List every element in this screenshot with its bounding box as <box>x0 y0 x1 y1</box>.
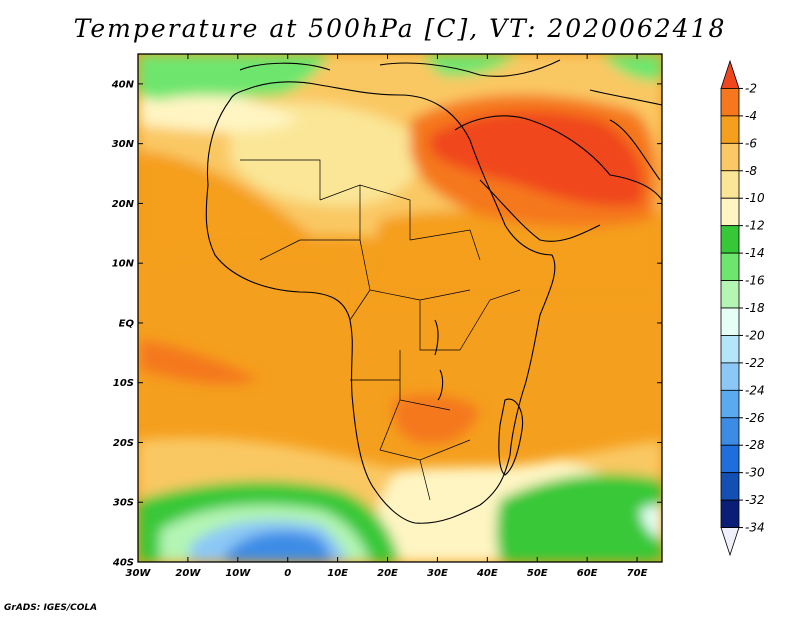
colorbar-label: -18 <box>745 301 765 315</box>
colorbar-segment <box>720 307 740 336</box>
colorbar-label: -10 <box>745 191 765 205</box>
colorbar-label: -28 <box>745 438 765 452</box>
hottest-area-middle-east <box>430 111 644 207</box>
great-lakes-outline <box>434 319 444 401</box>
colorbar-segment <box>720 280 740 309</box>
colorbar-label: -20 <box>745 328 765 342</box>
lat-tick-label: EQ <box>119 318 135 329</box>
map-frame <box>137 53 663 563</box>
colorbar-label: -24 <box>745 383 765 397</box>
colorbar-segment <box>720 115 740 144</box>
colorbar-segment <box>720 499 740 528</box>
hot-area-zambia <box>393 394 480 444</box>
pale-area-northwest <box>140 87 300 132</box>
madagascar-coastline <box>498 398 524 476</box>
lon-tick-label: 70E <box>627 568 648 579</box>
colorbar-segment <box>720 444 740 474</box>
lat-tick-label: 20N <box>112 199 135 210</box>
lon-tick-label: 30W <box>126 568 152 579</box>
lon-tick-label: 10E <box>327 568 348 579</box>
lon-tick-label: 20W <box>175 568 201 579</box>
colorbar-segment <box>720 88 740 117</box>
chart-title: Temperature at 500hPa [C], VT: 202006241… <box>73 14 727 43</box>
lat-tick-label: 10S <box>113 378 134 389</box>
pale-area-sahara <box>230 101 422 206</box>
lon-tick-label: 0 <box>284 568 291 579</box>
colorbar-label: -30 <box>745 466 765 480</box>
colorbar-label: -14 <box>745 246 765 260</box>
colorbar-bottom-triangle <box>720 527 740 557</box>
lat-tick-label: 30N <box>112 139 135 150</box>
colorbar-label: -2 <box>745 81 757 95</box>
credit-text: GrADS: IGES/COLA <box>4 603 98 613</box>
colorbar-segment <box>720 389 740 419</box>
colorbar-label: -26 <box>745 411 765 425</box>
asia-coastline <box>589 89 662 181</box>
colorbar-segment <box>720 225 740 254</box>
cold-band-north <box>420 54 520 77</box>
cold-core-minus28 <box>225 531 332 562</box>
country-borders-lines <box>240 159 521 501</box>
lat-tick-label: 20S <box>113 438 134 449</box>
hot-area-southatlantic <box>140 340 260 385</box>
colorbar-label: -32 <box>745 493 765 507</box>
latitude-axis: 40N 30N 20N 10N EQ 10S 20S 30S 40S <box>111 79 662 569</box>
colorbar-segment <box>720 362 740 391</box>
colorbar-top-triangle <box>720 59 740 89</box>
colorbar-label: -16 <box>745 274 765 288</box>
colorbar-label: -12 <box>745 219 765 233</box>
colorbar-segment <box>720 335 740 364</box>
cold-area-southeast-edge <box>640 505 662 540</box>
cold-band-northeast <box>600 54 662 81</box>
lon-tick-label: 10W <box>225 568 251 579</box>
lat-tick-label: 40S <box>112 558 134 569</box>
colorbar-segment <box>720 170 740 199</box>
lon-tick-label: 20E <box>377 568 398 579</box>
colorbar-segment <box>720 252 740 281</box>
band-minus6-east <box>360 210 662 300</box>
arabia-coastline <box>454 115 662 242</box>
colorbar-segment <box>720 472 740 501</box>
colorbar-segment <box>720 142 740 172</box>
africa-coastline <box>205 81 556 524</box>
lon-tick-label: 50E <box>527 568 548 579</box>
longitude-axis: 30W 20W 10W 0 10E 20E 30E 40E 50E 60E 70E <box>126 54 648 579</box>
coastlines <box>205 59 662 524</box>
temperature-field <box>138 54 662 562</box>
country-borders <box>240 159 521 501</box>
colorbar-label: -4 <box>745 109 757 123</box>
cold-band-southeast <box>496 474 662 562</box>
colorbar-label: -8 <box>745 164 757 178</box>
colorbar-label: -22 <box>745 356 765 370</box>
europe-coastline <box>239 59 561 77</box>
lat-tick-label: 30S <box>113 498 134 509</box>
colorbar-label: -34 <box>745 521 765 535</box>
lon-tick-label: 60E <box>577 568 598 579</box>
colorbar-segment <box>720 197 740 227</box>
band-minus6-west <box>138 150 330 260</box>
lat-tick-label: 40N <box>111 79 135 90</box>
lon-tick-label: 40E <box>476 568 498 579</box>
colorbar: -2 -4 -6 -8 -10 -12 -14 -16 -18 -20 -22 -24 -26 -28 -3… <box>720 59 765 557</box>
lon-tick-label: 30E <box>427 568 448 579</box>
colorbar-label: -6 <box>745 136 757 150</box>
colorbar-segment <box>720 417 740 446</box>
lat-tick-label: 10N <box>112 259 135 270</box>
cold-band-northwest <box>138 54 330 100</box>
